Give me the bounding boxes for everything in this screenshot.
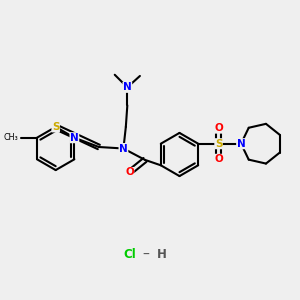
- Text: S: S: [52, 122, 59, 132]
- Text: H: H: [157, 248, 166, 261]
- Text: –: –: [142, 248, 149, 262]
- Text: N: N: [119, 143, 128, 154]
- Text: CH₃: CH₃: [3, 133, 18, 142]
- Text: N: N: [123, 82, 132, 92]
- Text: N: N: [70, 133, 79, 143]
- Text: O: O: [125, 167, 134, 178]
- Text: N: N: [237, 139, 245, 149]
- Text: S: S: [215, 139, 222, 149]
- Text: Cl: Cl: [123, 248, 136, 261]
- Text: O: O: [214, 123, 223, 133]
- Text: O: O: [214, 154, 223, 164]
